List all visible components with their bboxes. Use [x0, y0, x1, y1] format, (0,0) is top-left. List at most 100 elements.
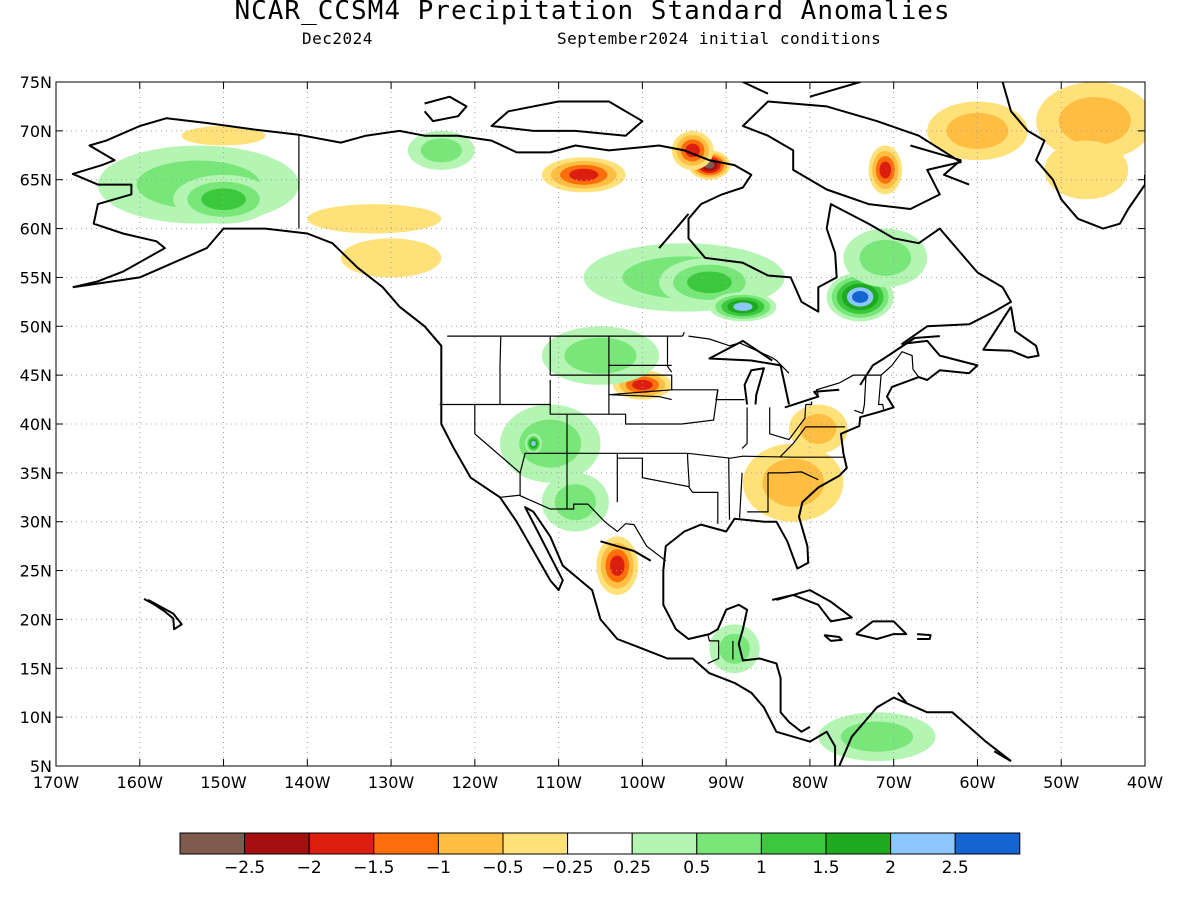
anomaly-region-18 — [733, 302, 753, 311]
coastline — [423, 95, 468, 123]
target-month-label: Dec2024 — [302, 29, 373, 48]
coastline — [1001, 82, 1145, 230]
colorbar-label: 1.5 — [812, 858, 839, 878]
lat-label: 15N — [20, 659, 52, 678]
coastline — [897, 692, 908, 704]
colorbar-label: −1.5 — [353, 858, 394, 878]
lat-label: 65N — [20, 171, 52, 190]
lon-label: 90W — [708, 773, 744, 792]
lon-label: 80W — [792, 773, 828, 792]
colorbar-label: 0.25 — [613, 858, 651, 878]
colorbar-swatch — [954, 832, 1021, 855]
boundary-line — [688, 335, 790, 374]
coastline — [743, 367, 765, 405]
colorbar-label: −2 — [297, 858, 322, 878]
anomaly-region-19 — [852, 291, 869, 303]
lat-label: 50N — [20, 317, 52, 336]
colorbar-label: −0.5 — [482, 858, 523, 878]
coastline — [993, 750, 1012, 762]
anomaly-region-5 — [632, 379, 653, 391]
anomaly-region-17 — [687, 271, 732, 294]
lat-label: 10N — [20, 708, 52, 727]
colorbar-swatch — [179, 832, 246, 855]
anomaly-region-12 — [307, 204, 442, 234]
lon-label: 70W — [876, 773, 912, 792]
political-boundaries — [298, 134, 920, 664]
coastline — [143, 598, 183, 631]
boundary-line — [707, 633, 720, 664]
colorbar-label: −0.25 — [542, 858, 594, 878]
colorbar-label: −2.5 — [224, 858, 265, 878]
lat-label: 70N — [20, 122, 52, 141]
boundary-line — [686, 453, 690, 487]
anomaly-region-8 — [1058, 97, 1131, 146]
lat-label: 40N — [20, 415, 52, 434]
boundary-line — [768, 471, 819, 481]
anomaly-region-13 — [181, 125, 266, 146]
anomaly-region-23 — [554, 484, 596, 521]
boundary-line — [439, 403, 682, 425]
anomaly-region-7 — [946, 112, 1009, 149]
lat-label: 75N — [20, 73, 52, 92]
grid-lines — [56, 82, 1145, 766]
lon-label: 160W — [117, 773, 164, 792]
colorbar-swatch — [437, 832, 504, 855]
colorbar-swatch — [502, 832, 569, 855]
colorbar-swatch — [760, 832, 827, 855]
colorbar-swatch — [567, 832, 633, 855]
lat-label: 60N — [20, 220, 52, 239]
lon-label: 130W — [368, 773, 415, 792]
boundary-line — [499, 336, 502, 405]
colorbar-label: 0.5 — [683, 858, 710, 878]
coastline — [910, 144, 970, 186]
boundary-line — [805, 401, 813, 406]
initial-conditions-label: September2024 initial conditions — [557, 29, 882, 48]
colorbar-label: 2 — [885, 858, 896, 878]
lat-label: 45N — [20, 366, 52, 385]
colorbar-swatch — [890, 832, 956, 855]
anomaly-region-15 — [201, 188, 246, 211]
map-title: NCAR_CCSM4 Precipitation Standard Anomal… — [234, 0, 951, 26]
lat-label: 5N — [30, 757, 52, 776]
lon-label: 150W — [200, 773, 247, 792]
coastlines — [71, 82, 1145, 766]
lon-label: 40W — [1127, 773, 1163, 792]
colorbar-swatch — [244, 832, 310, 855]
boundary-line — [741, 407, 748, 449]
anomaly-region-4 — [609, 555, 625, 576]
lat-label: 20N — [20, 610, 52, 629]
lon-label: 60W — [959, 773, 995, 792]
coastline — [771, 589, 853, 623]
boundary-line — [608, 374, 673, 401]
boundary-line — [739, 472, 743, 518]
boundary-line — [728, 458, 731, 520]
boundary-line — [769, 404, 807, 441]
axis-ticks: 75N 70N 65N 60N 55N 50N 45N 40N 35N 30N 25N 20N 15N 1… — [20, 73, 1164, 792]
coastline — [917, 633, 932, 640]
boundary-line — [682, 331, 685, 337]
boundary-line — [747, 472, 769, 513]
anomaly-region-27 — [420, 138, 462, 163]
anomaly-region-1 — [569, 168, 599, 181]
boundary-line — [671, 389, 719, 425]
colorbar-label: 2.5 — [942, 858, 969, 878]
boundary-line — [779, 426, 807, 458]
coastline — [72, 227, 1012, 766]
boundary-line — [692, 491, 719, 524]
lon-label: 140W — [284, 773, 331, 792]
anomaly-region-22 — [531, 440, 536, 447]
colorbar-swatch — [696, 832, 762, 855]
boundary-line — [715, 389, 745, 401]
boundary-line — [877, 375, 885, 410]
anomaly-region-20 — [859, 239, 912, 276]
boundary-line — [499, 494, 667, 562]
colorbar-swatch — [825, 832, 892, 855]
coastline — [741, 82, 862, 98]
boundary-line — [474, 404, 521, 496]
coastline — [823, 634, 843, 642]
coastline — [658, 213, 690, 249]
anomaly-region-9 — [1044, 140, 1129, 200]
anomaly-region-6 — [800, 413, 837, 444]
boundary-line — [815, 350, 920, 395]
